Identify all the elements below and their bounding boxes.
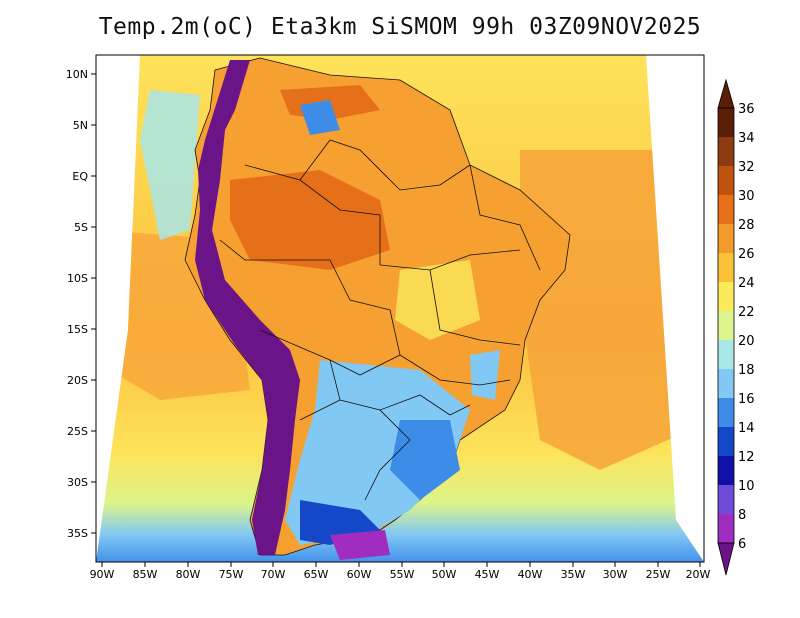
map-field: [96, 55, 704, 562]
colorbar-label-32: 32: [738, 160, 755, 175]
lat-label-20s: 20S: [67, 374, 88, 387]
colorbar-label-30: 30: [738, 189, 755, 204]
lon-label-35w: 35W: [561, 568, 586, 581]
colorbar-swatch-6-8: [718, 514, 734, 543]
lat-label-5n: 5N: [73, 119, 88, 132]
north-andes-zone: [205, 60, 250, 150]
colorbar-swatch-26-28: [718, 224, 734, 253]
lat-label-5s: 5S: [74, 221, 88, 234]
colorbar-swatch-16-18: [718, 369, 734, 398]
lon-label-65w: 65W: [304, 568, 329, 581]
colorbar-swatch-30-32: [718, 166, 734, 195]
colorbar-label-10: 10: [738, 479, 755, 494]
colorbar-label-24: 24: [738, 276, 755, 291]
colorbar-swatch-28-30: [718, 195, 734, 224]
amazon-hot-zone: [230, 170, 390, 270]
lat-label-10s: 10S: [67, 272, 88, 285]
lon-label-90w: 90W: [90, 568, 115, 581]
country-borders: [219, 139, 541, 501]
map-frame: [95, 54, 705, 563]
lon-axis: 90W 85W 80W 75W 70W 65W 60W 55W 50W 45W …: [90, 562, 711, 581]
colorbar-swatch-20-22: [718, 311, 734, 340]
lon-label-25w: 25W: [646, 568, 671, 581]
colorbar-label-22: 22: [738, 305, 755, 320]
lat-label-10n: 10N: [66, 68, 88, 81]
lat-label-25s: 25S: [67, 425, 88, 438]
colorbar-label-8: 8: [738, 508, 746, 523]
lon-label-30w: 30W: [603, 568, 628, 581]
minas-cool-zone: [470, 350, 500, 400]
colorbar-label-6: 6: [738, 537, 746, 552]
lat-label-15s: 15S: [67, 323, 88, 336]
serra-cold-zone: [390, 420, 460, 500]
colorbar-swatch-18-20: [718, 340, 734, 369]
colorbar-swatch-24-26: [718, 253, 734, 282]
colorbar-label-26: 26: [738, 247, 755, 262]
lat-label-eq: EQ: [72, 170, 88, 183]
guiana-highland-cold: [300, 100, 340, 135]
colorbar-label-18: 18: [738, 363, 755, 378]
colorbar-bottom-arrow: [718, 543, 734, 575]
colorbar-label-14: 14: [738, 421, 755, 436]
lon-label-70w: 70W: [261, 568, 286, 581]
andes-cold-zone: [195, 130, 300, 555]
lat-label-35s: 35S: [67, 527, 88, 540]
colorbar-swatch-10-12: [718, 456, 734, 485]
colorbar-swatch-34-36: [718, 108, 734, 137]
lon-label-80w: 80W: [176, 568, 201, 581]
colorbar-swatch-32-34: [718, 137, 734, 166]
lon-label-85w: 85W: [133, 568, 158, 581]
colorbar-label-36: 36: [738, 102, 755, 117]
lon-label-20w: 20W: [686, 568, 711, 581]
colorbar: 36 34 32 30 28 26 24 22 20 18 16 14 12 1…: [717, 78, 755, 576]
colorbar-label-16: 16: [738, 392, 755, 407]
lon-label-50w: 50W: [432, 568, 457, 581]
lon-label-40w: 40W: [518, 568, 543, 581]
colorbar-label-28: 28: [738, 218, 755, 233]
patagonia-cold-zone: [330, 530, 390, 560]
southern-cold-zone: [285, 360, 470, 545]
colorbar-swatch-22-24: [718, 282, 734, 311]
central-plateau: [395, 260, 480, 340]
lon-label-75w: 75W: [219, 568, 244, 581]
colorbar-swatch-14-16: [718, 398, 734, 427]
colorbar-label-12: 12: [738, 450, 755, 465]
lat-label-30s: 30S: [67, 476, 88, 489]
lon-label-45w: 45W: [475, 568, 500, 581]
colorbar-swatch-12-14: [718, 427, 734, 456]
lon-label-55w: 55W: [390, 568, 415, 581]
atlantic-warm-zone: [520, 150, 690, 470]
colorbar-label-20: 20: [738, 334, 755, 349]
pacific-cool-zone: [140, 90, 200, 240]
colorbar-label-34: 34: [738, 131, 755, 146]
map-title: Temp.2m(oC) Eta3km SiSMOM 99h 03Z09NOV20…: [98, 14, 702, 40]
colorbar-swatch-8-10: [718, 485, 734, 514]
lat-axis: 10N 5N EQ 5S 10S 15S 20S 25S 30S 35S: [66, 68, 96, 540]
colorbar-top-arrow: [718, 80, 734, 108]
lon-label-60w: 60W: [347, 568, 372, 581]
